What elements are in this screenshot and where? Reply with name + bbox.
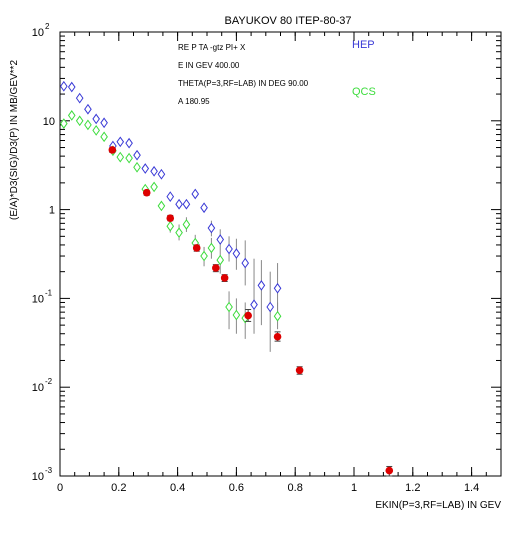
- data-point: [67, 81, 76, 93]
- chart-title: BAYUKOV 80 ITEP-80-37: [225, 15, 352, 27]
- data-point: [100, 131, 108, 143]
- data-point: [60, 80, 68, 92]
- data-point: [67, 110, 76, 121]
- data-marks: [60, 80, 394, 477]
- data-point: [200, 250, 208, 262]
- y-tick-label: 1: [49, 205, 55, 217]
- data-point: [207, 242, 216, 254]
- data-point: [220, 274, 229, 282]
- info-block: RE P TA -gtz PI+ X E IN GEV 400.00 THETA…: [178, 43, 309, 106]
- data-point: [166, 220, 175, 232]
- info-line: A 180.95: [178, 97, 210, 106]
- data-point: [116, 136, 125, 148]
- data-point: [241, 257, 250, 269]
- data-point: [232, 309, 241, 321]
- data-point: [182, 198, 191, 210]
- data-point: [266, 301, 275, 313]
- data-point: [166, 214, 175, 223]
- x-tick-label: 0: [57, 482, 63, 494]
- y-tick-label: 10: [32, 382, 44, 394]
- data-point: [225, 243, 233, 255]
- data-point: [232, 248, 241, 259]
- data-point: [92, 113, 100, 125]
- data-point: [216, 254, 225, 266]
- data-point: [212, 264, 220, 272]
- data-point: [84, 103, 92, 115]
- data-point: [273, 310, 282, 322]
- y-axis-label: (E/A)*D3(SIG)/D3(P) IN MB/GEV**2: [9, 60, 20, 220]
- data-point: [182, 219, 191, 230]
- x-tick-label: 0.8: [288, 482, 303, 494]
- data-point: [225, 301, 233, 313]
- y-tick-exponent: -3: [45, 466, 53, 475]
- y-tick-label: 10: [32, 471, 44, 483]
- data-point: [150, 181, 158, 193]
- data-point: [250, 299, 258, 311]
- data-point: [125, 137, 133, 149]
- y-tick-label: 10: [32, 293, 44, 305]
- data-point: [244, 311, 252, 320]
- data-point: [257, 280, 266, 291]
- data-point: [75, 115, 84, 127]
- data-point: [175, 227, 183, 239]
- data-point: [133, 161, 141, 173]
- legend-entry-hep: HEP: [352, 39, 375, 51]
- data-point: [141, 163, 150, 174]
- data-point: [166, 191, 175, 202]
- legend-entry-qcs: QCS: [352, 86, 376, 98]
- y-tick-label: 10: [32, 27, 44, 39]
- info-line: E IN GEV 400.00: [178, 61, 240, 70]
- data-point: [92, 125, 100, 136]
- data-point: [142, 188, 151, 197]
- data-point: [133, 149, 141, 161]
- y-tick-exponent: -2: [45, 377, 53, 386]
- x-tick-label: 0.4: [170, 482, 185, 494]
- data-point: [60, 118, 68, 129]
- x-axis-label: EKIN(P=3,RF=LAB) IN GEV: [375, 500, 501, 511]
- info-line: THETA(P=3,RF=LAB) IN DEG 90.00: [178, 79, 309, 88]
- x-tick-label: 0.6: [229, 482, 244, 494]
- data-point: [116, 151, 125, 163]
- x-tick-label: 1: [351, 482, 357, 494]
- data-point: [216, 234, 225, 245]
- data-point: [200, 202, 208, 214]
- data-point: [207, 222, 216, 234]
- data-point: [175, 198, 183, 210]
- data-point: [157, 200, 166, 212]
- data-point: [273, 282, 282, 294]
- data-point: [108, 146, 117, 154]
- data-point: [125, 152, 133, 164]
- y-tick-exponent: 2: [45, 22, 50, 31]
- data-point: [385, 466, 394, 475]
- data-point: [84, 119, 92, 131]
- y-tick-exponent: -1: [45, 288, 53, 297]
- x-tick-label: 1.2: [405, 482, 420, 494]
- data-point: [100, 117, 108, 129]
- data-point: [157, 168, 166, 180]
- x-tick-label: 0.2: [111, 482, 126, 494]
- plot-frame: [59, 31, 502, 477]
- data-point: [150, 165, 158, 177]
- x-tick-label: 1.4: [464, 482, 479, 494]
- y-tick-label: 10: [43, 116, 55, 128]
- info-line: RE P TA -gtz PI+ X: [178, 43, 246, 52]
- data-point: [75, 92, 84, 104]
- data-point: [191, 188, 200, 200]
- data-point: [273, 332, 282, 341]
- data-point: [295, 366, 304, 375]
- data-point: [192, 244, 201, 252]
